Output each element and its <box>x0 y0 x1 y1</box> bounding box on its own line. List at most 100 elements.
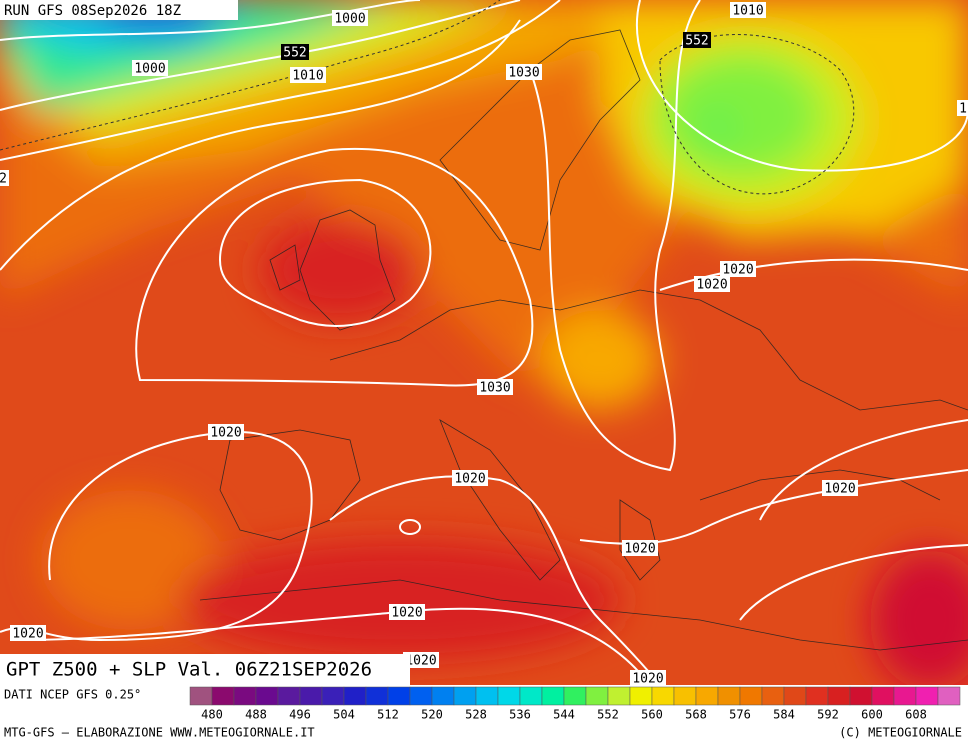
scale-swatch <box>387 686 411 706</box>
contour-label-box <box>0 170 9 186</box>
data-source: DATI NCEP GFS 0.25° <box>4 688 141 702</box>
scale-label: 504 <box>333 708 355 722</box>
scale-swatch <box>607 686 631 706</box>
run-label: RUN GFS 08Sep2026 18Z <box>4 3 181 19</box>
scale-label: 600 <box>861 708 883 722</box>
scale-swatch <box>629 686 653 706</box>
contour-label: 1010 <box>732 4 763 19</box>
contour-label: 1020 <box>454 472 485 487</box>
title-box <box>0 654 410 685</box>
contour-label: 1020 <box>696 278 727 293</box>
scale-swatch <box>189 686 213 706</box>
contour-label: 1030 <box>508 66 539 81</box>
scale-swatch <box>475 686 499 706</box>
map-field <box>0 0 968 685</box>
scale-label: 488 <box>245 708 267 722</box>
scale-label: 544 <box>553 708 575 722</box>
footer-left: MTG-GFS — ELABORAZIONE WWW.METEOGIORNALE… <box>4 726 315 740</box>
scale-label: 584 <box>773 708 795 722</box>
color-scale: 480 488 496 504 512 520 528 536 544 552 560 568 576 5… <box>189 686 961 722</box>
scale-swatch <box>585 686 609 706</box>
scale-label: 496 <box>289 708 311 722</box>
scale-swatch <box>343 686 367 706</box>
scale-swatch <box>871 686 895 706</box>
contour-label-box <box>822 480 858 496</box>
scale-swatch <box>541 686 565 706</box>
scale-swatch <box>233 686 257 706</box>
footer-right: (C) METEOGIORNALE <box>839 726 962 740</box>
contour-label-box <box>622 540 658 556</box>
contour-label: 2 <box>0 172 7 187</box>
scale-swatch <box>717 686 741 706</box>
scale-label: 520 <box>421 708 443 722</box>
contour-label: 552 <box>283 46 306 61</box>
contour-label-box <box>132 60 168 76</box>
contour-label: 1020 <box>632 672 663 687</box>
contour-label: 1000 <box>334 12 365 27</box>
contour-label-box <box>694 276 730 292</box>
scale-swatch <box>849 686 873 706</box>
contour-label: 1010 <box>292 69 323 84</box>
contour-label: 1000 <box>134 62 165 77</box>
scale-label: 576 <box>729 708 751 722</box>
contour-label-box <box>290 67 326 83</box>
contour-label-box <box>332 10 368 26</box>
scale-swatch <box>783 686 807 706</box>
contour-label-box <box>281 44 309 60</box>
contour-label: 1020 <box>12 627 43 642</box>
scale-swatch <box>321 686 345 706</box>
contour-label-box <box>10 625 46 641</box>
scale-swatch <box>827 686 851 706</box>
scale-swatch <box>519 686 543 706</box>
scale-label: 608 <box>905 708 927 722</box>
scale-swatch <box>651 686 675 706</box>
contour-label-box <box>720 261 756 277</box>
scale-swatch <box>739 686 763 706</box>
scale-label: 552 <box>597 708 619 722</box>
contour-label: 1 <box>959 102 967 117</box>
scale-label: 592 <box>817 708 839 722</box>
contour-label-box <box>389 604 425 620</box>
contour-label: 1020 <box>210 426 241 441</box>
contour-label-box <box>630 670 666 686</box>
scale-swatch <box>497 686 521 706</box>
map-title: GPT Z500 + SLP Val. 06Z21SEP2026 <box>6 659 372 681</box>
scale-swatch <box>937 686 961 706</box>
contour-label-box <box>683 32 711 48</box>
scale-swatch <box>255 686 279 706</box>
contour-label: 1020 <box>824 482 855 497</box>
scale-swatch <box>805 686 829 706</box>
contour-label-box <box>506 64 542 80</box>
scale-swatch <box>431 686 455 706</box>
scale-label: 568 <box>685 708 707 722</box>
contour-label-box <box>477 379 513 395</box>
scale-swatch <box>915 686 939 706</box>
scale-swatch <box>277 686 301 706</box>
scale-label: 512 <box>377 708 399 722</box>
contour-label-box <box>208 424 244 440</box>
scale-swatch <box>673 686 697 706</box>
scale-label: 528 <box>465 708 487 722</box>
scale-label: 536 <box>509 708 531 722</box>
scale-swatch <box>761 686 785 706</box>
scale-swatch <box>299 686 323 706</box>
contour-label-box <box>403 652 439 668</box>
scale-swatch <box>893 686 917 706</box>
scale-swatch <box>453 686 477 706</box>
scale-swatch <box>409 686 433 706</box>
contour-label: 1020 <box>405 654 436 669</box>
contour-label-box <box>957 100 968 116</box>
scale-label: 560 <box>641 708 663 722</box>
scale-label: 480 <box>201 708 223 722</box>
isobars <box>0 0 968 685</box>
contour-label-box <box>730 2 766 18</box>
scale-swatch <box>563 686 587 706</box>
scale-swatch <box>695 686 719 706</box>
contour-label-box <box>452 470 488 486</box>
contour-label: 1020 <box>624 542 655 557</box>
contour-label: 1030 <box>479 381 510 396</box>
contour-label: 1020 <box>722 263 753 278</box>
scale-swatch <box>365 686 389 706</box>
